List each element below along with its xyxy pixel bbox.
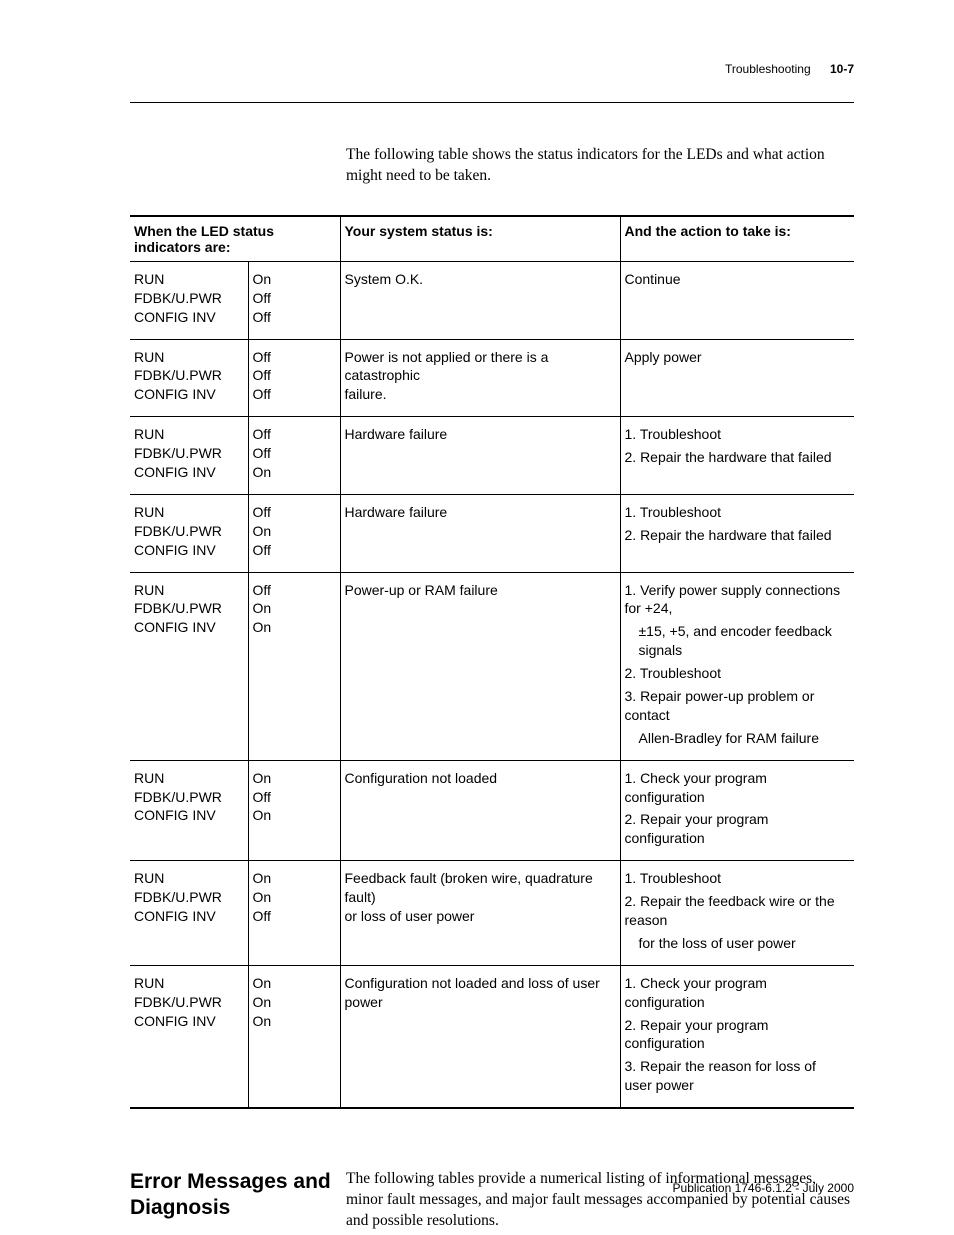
cell-led-names: RUNFDBK/U.PWRCONFIG INV [130, 572, 248, 760]
cell-action: 1. Verify power supply connections for +… [620, 572, 854, 760]
cell-action: 1. Troubleshoot2. Repair the hardware th… [620, 494, 854, 572]
table-row: RUNFDBK/U.PWRCONFIG INVOffOnOffHardware … [130, 494, 854, 572]
cell-system-status: System O.K. [340, 261, 620, 339]
cell-system-status: Power is not applied or there is acatast… [340, 339, 620, 417]
cell-system-status: Power-up or RAM failure [340, 572, 620, 760]
cell-action: 1. Troubleshoot2. Repair the feedback wi… [620, 861, 854, 966]
table-row: RUNFDBK/U.PWRCONFIG INVOnOffOnConfigurat… [130, 760, 854, 861]
cell-led-states: OffOnOn [248, 572, 340, 760]
cell-led-names: RUNFDBK/U.PWRCONFIG INV [130, 339, 248, 417]
cell-led-states: OffOnOff [248, 494, 340, 572]
table-row: RUNFDBK/U.PWRCONFIG INVOffOffOffPower is… [130, 339, 854, 417]
cell-led-states: OnOffOff [248, 261, 340, 339]
section-body: The following tables provide a numerical… [346, 1169, 854, 1232]
header-chapter: Troubleshooting [725, 62, 811, 76]
cell-led-names: RUNFDBK/U.PWRCONFIG INV [130, 965, 248, 1108]
cell-led-states: OffOffOn [248, 417, 340, 495]
cell-led-names: RUNFDBK/U.PWRCONFIG INV [130, 261, 248, 339]
table-row: RUNFDBK/U.PWRCONFIG INVOffOnOnPower-up o… [130, 572, 854, 760]
cell-action: 1. Check your program configuration2. Re… [620, 965, 854, 1108]
col-head-action: And the action to take is: [620, 216, 854, 262]
header-page-number: 10-7 [830, 62, 854, 76]
cell-action: Continue [620, 261, 854, 339]
table-row: RUNFDBK/U.PWRCONFIG INVOnOffOffSystem O.… [130, 261, 854, 339]
cell-system-status: Hardware failure [340, 417, 620, 495]
cell-led-names: RUNFDBK/U.PWRCONFIG INV [130, 417, 248, 495]
cell-system-status: Configuration not loaded and loss of use… [340, 965, 620, 1108]
cell-action: 1. Check your program configuration2. Re… [620, 760, 854, 861]
cell-system-status: Configuration not loaded [340, 760, 620, 861]
col-head-status: Your system status is: [340, 216, 620, 262]
table-header-row: When the LED status indicators are: Your… [130, 216, 854, 262]
intro-paragraph: The following table shows the status ind… [346, 145, 854, 187]
col-head-led: When the LED status indicators are: [130, 216, 340, 262]
cell-led-states: OnOffOn [248, 760, 340, 861]
cell-led-names: RUNFDBK/U.PWRCONFIG INV [130, 760, 248, 861]
cell-led-states: OffOffOff [248, 339, 340, 417]
cell-action: 1. Troubleshoot2. Repair the hardware th… [620, 417, 854, 495]
cell-led-names: RUNFDBK/U.PWRCONFIG INV [130, 861, 248, 966]
header-rule [130, 102, 854, 103]
cell-led-names: RUNFDBK/U.PWRCONFIG INV [130, 494, 248, 572]
section-heading: Error Messages and Diagnosis [130, 1169, 346, 1232]
cell-system-status: Feedback fault (broken wire, quadraturef… [340, 861, 620, 966]
page-footer: Publication 1746-6.1.2 - July 2000 [673, 1181, 854, 1195]
page-header: Troubleshooting 10-7 [130, 62, 854, 98]
table-row: RUNFDBK/U.PWRCONFIG INVOffOffOnHardware … [130, 417, 854, 495]
cell-led-states: OnOnOn [248, 965, 340, 1108]
cell-led-states: OnOnOff [248, 861, 340, 966]
led-status-table: When the LED status indicators are: Your… [130, 215, 854, 1109]
cell-system-status: Hardware failure [340, 494, 620, 572]
table-row: RUNFDBK/U.PWRCONFIG INVOnOnOffFeedback f… [130, 861, 854, 966]
table-row: RUNFDBK/U.PWRCONFIG INVOnOnOnConfigurati… [130, 965, 854, 1108]
cell-action: Apply power [620, 339, 854, 417]
